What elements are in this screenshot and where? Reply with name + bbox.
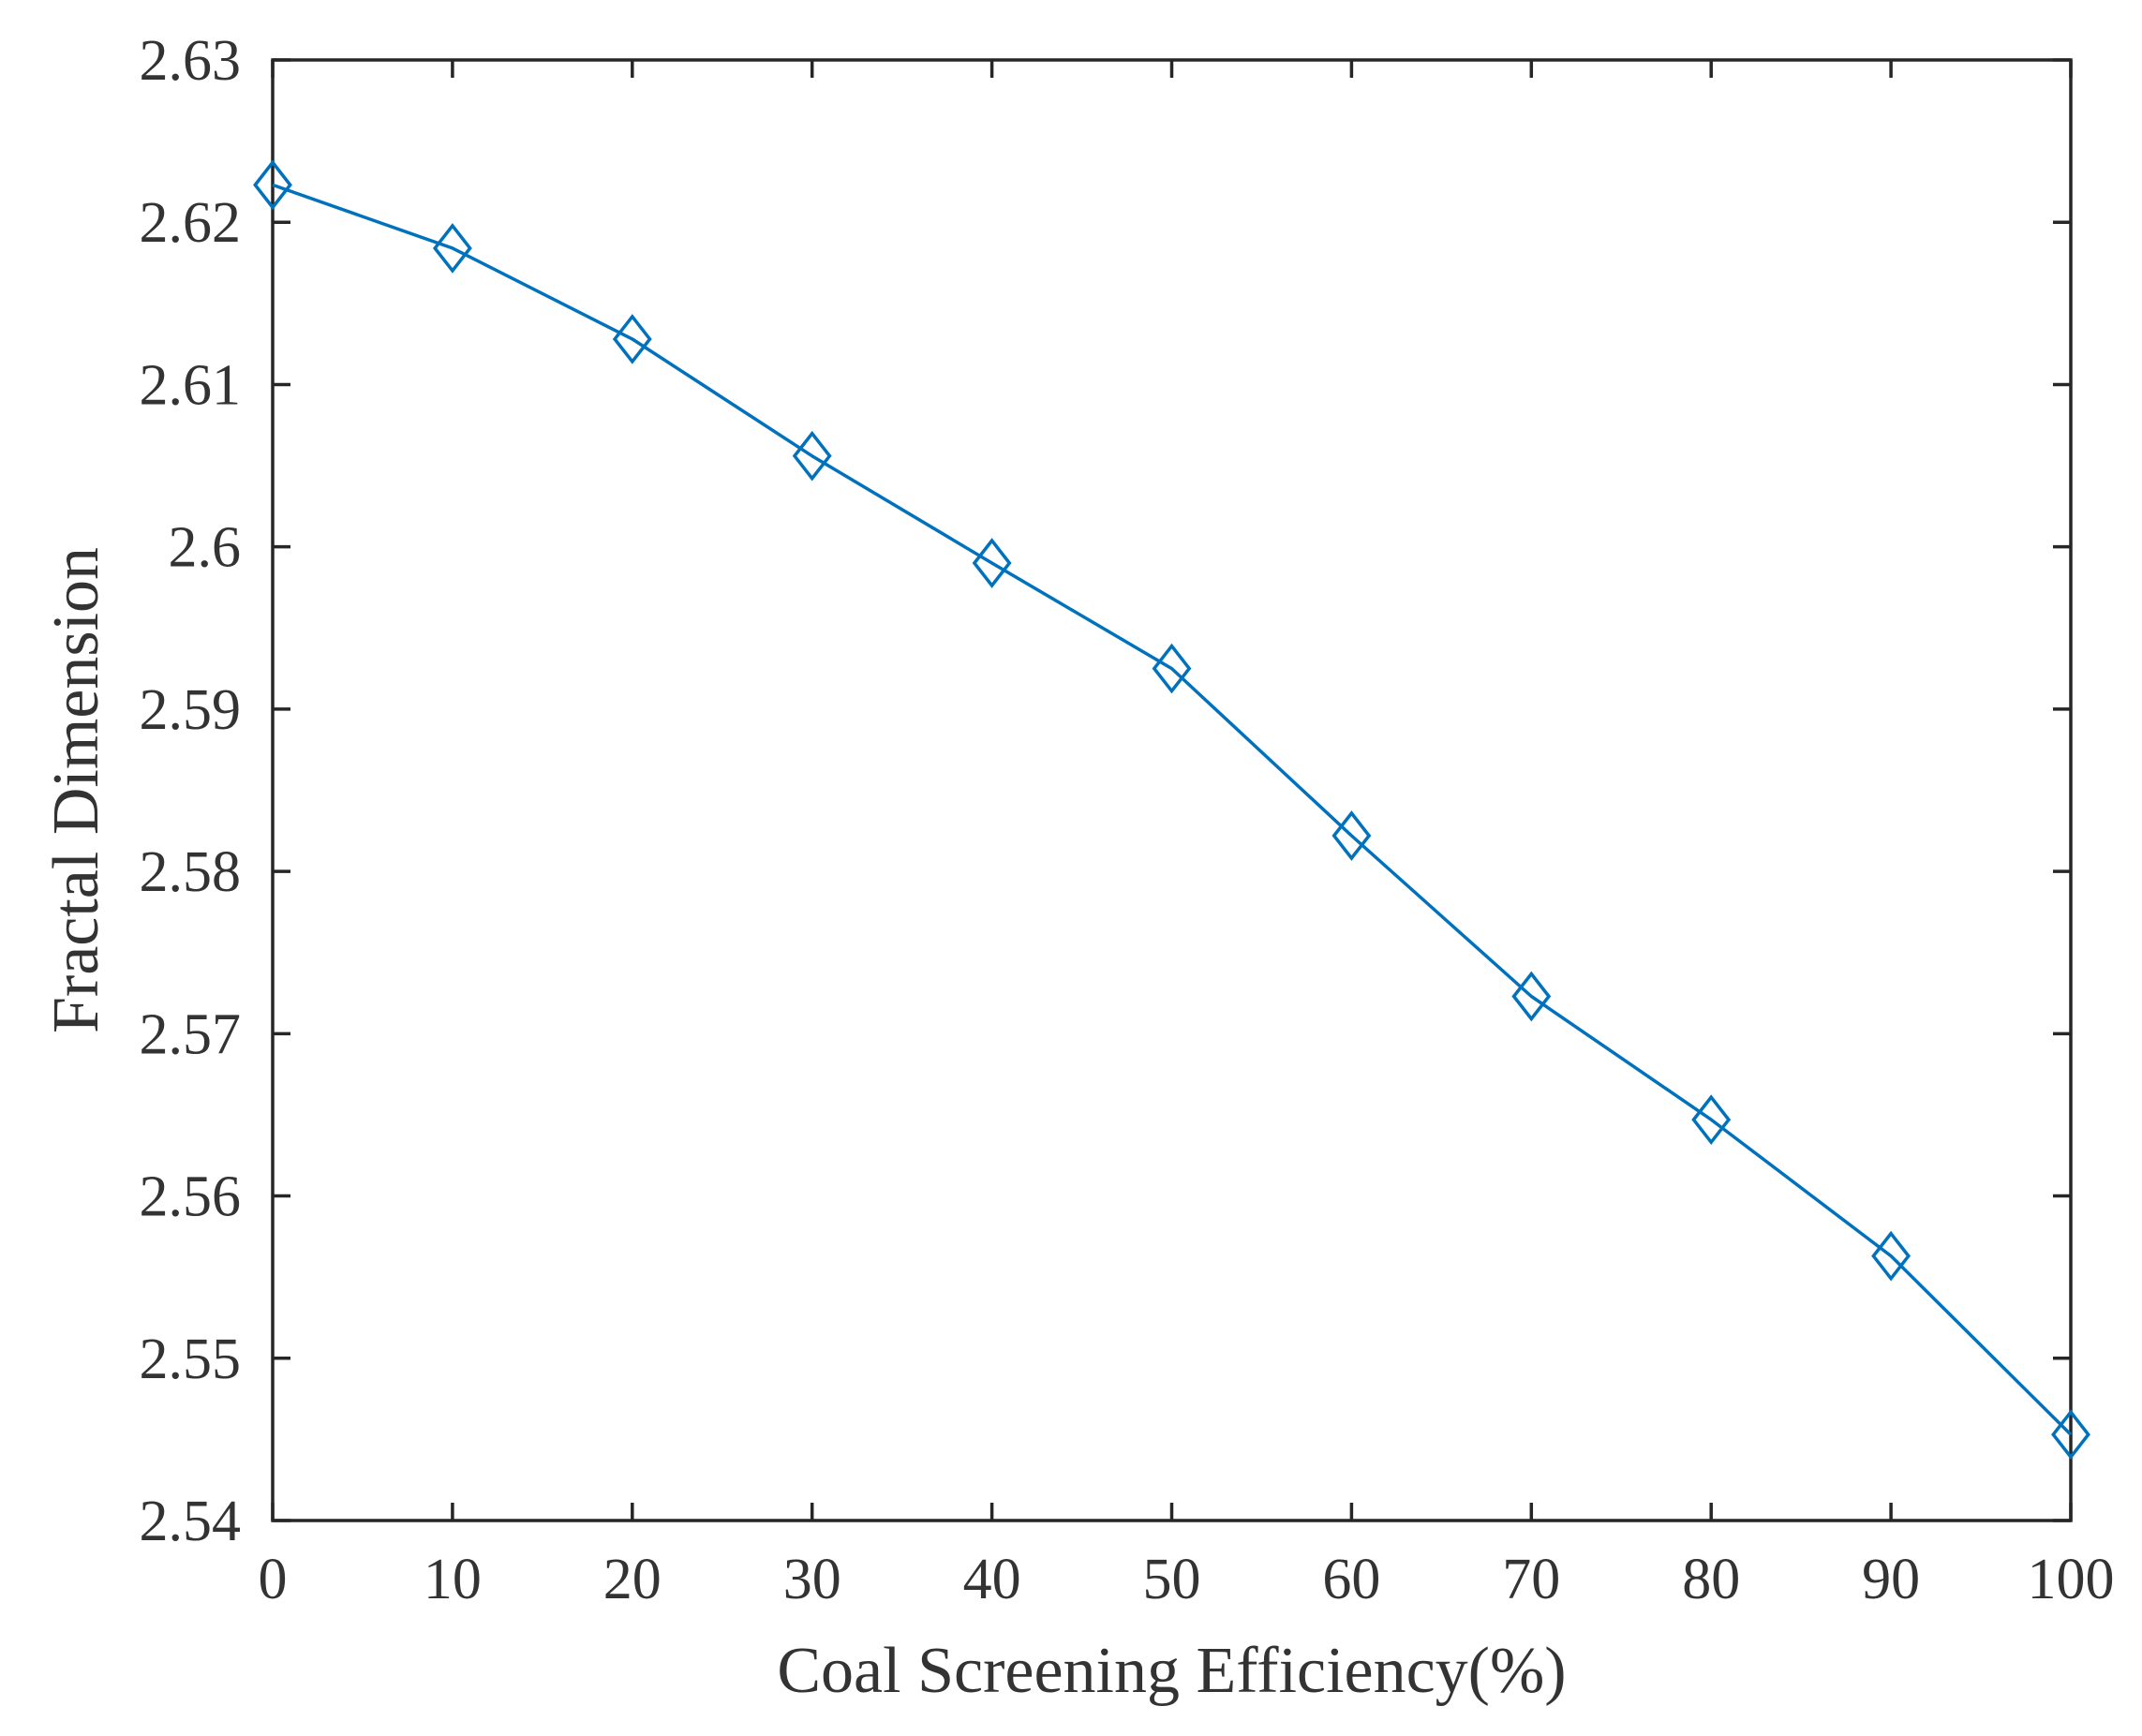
- y-tick-label: 2.61: [140, 353, 242, 417]
- data-point-marker: [1152, 643, 1192, 694]
- data-point-marker: [253, 159, 292, 211]
- x-tick-label: 10: [424, 1548, 482, 1611]
- y-tick-label: 2.6: [169, 516, 242, 580]
- y-tick-label: 2.62: [140, 191, 242, 255]
- y-tick-label: 2.54: [140, 1490, 242, 1553]
- tick-labels: 0 10 20 30 40 50 60 70 80 90 100 2.54 2.55 2.56 2.57 2.…: [140, 29, 2115, 1611]
- y-tick-label: 2.57: [140, 1002, 242, 1066]
- x-tick-label: 60: [1322, 1548, 1380, 1611]
- y-tick-label: 2.63: [140, 29, 242, 93]
- data-point-marker: [2051, 1409, 2090, 1461]
- x-tick-label: 50: [1143, 1548, 1201, 1611]
- y-tick-label: 2.59: [140, 678, 242, 742]
- y-axis-label: Fractal Dimension: [40, 547, 112, 1033]
- data-point-marker: [612, 314, 652, 364]
- data-point-marker: [1511, 971, 1552, 1022]
- axis-ticks: [271, 58, 2073, 1522]
- y-tick-label: 2.56: [140, 1165, 242, 1229]
- axes-box: [271, 58, 2073, 1522]
- x-tick-label: 20: [603, 1548, 662, 1611]
- data-point-marker: [432, 223, 472, 274]
- x-tick-label: 90: [1862, 1548, 1920, 1611]
- y-tick-label: 2.58: [140, 840, 242, 904]
- x-tick-label: 70: [1502, 1548, 1560, 1611]
- y-tick-label: 2.55: [140, 1328, 242, 1391]
- series-layer: [253, 159, 2090, 1461]
- plot-area: [271, 58, 2073, 1522]
- data-point-marker: [972, 538, 1012, 588]
- x-tick-label: 0: [259, 1548, 288, 1611]
- data-point-marker: [1331, 810, 1372, 861]
- series-line: [272, 183, 2073, 1436]
- data-point-marker: [1691, 1094, 1732, 1145]
- x-tick-label: 40: [963, 1548, 1021, 1611]
- x-tick-label: 80: [1682, 1548, 1740, 1611]
- data-point-marker: [1871, 1230, 1911, 1282]
- data-point-marker: [792, 430, 832, 482]
- x-tick-label: 30: [783, 1548, 841, 1611]
- x-axis-label: Coal Screening Efficiency(%): [777, 1635, 1566, 1707]
- x-tick-label: 100: [2028, 1548, 2115, 1611]
